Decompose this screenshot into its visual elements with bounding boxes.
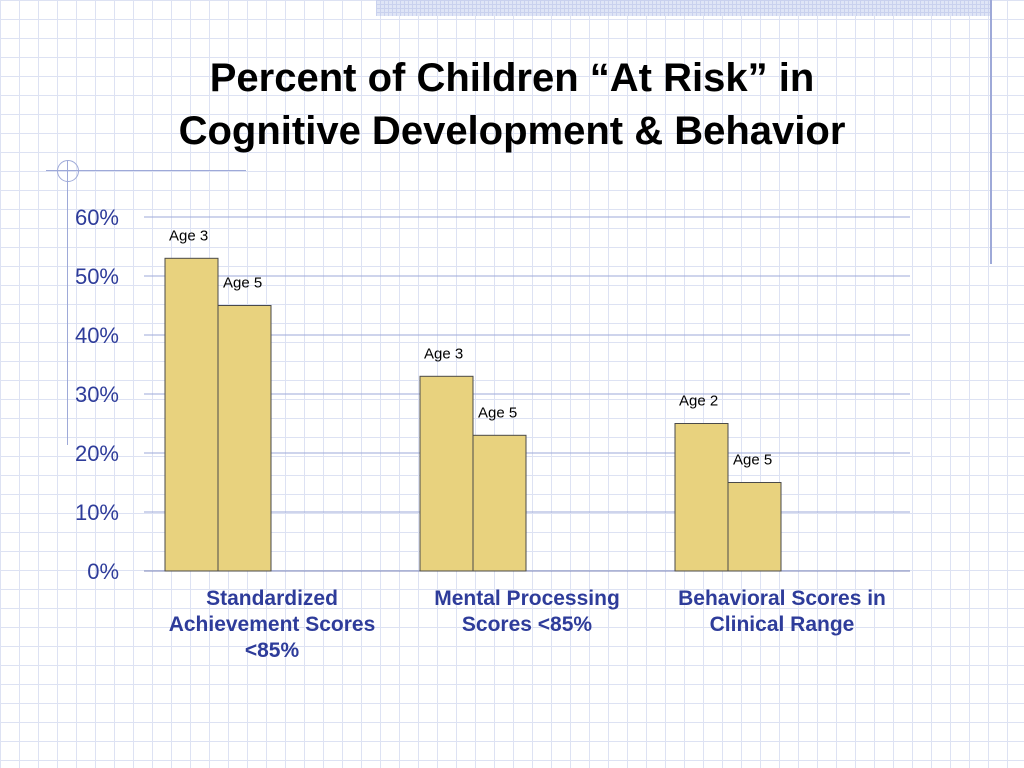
decorative-circle bbox=[57, 160, 79, 182]
y-tick-label: 30% bbox=[75, 382, 119, 407]
y-tick-label: 10% bbox=[75, 500, 119, 525]
bar-data-label: Age 5 bbox=[478, 404, 517, 421]
bar bbox=[674, 423, 729, 572]
y-tick-label: 20% bbox=[75, 441, 119, 466]
decorative-horizontal-line bbox=[46, 170, 246, 171]
title-line-2: Cognitive Development & Behavior bbox=[178, 109, 846, 153]
bar bbox=[472, 434, 527, 572]
decorative-vertical-line bbox=[990, 0, 992, 264]
bar-data-label: Age 5 bbox=[223, 275, 262, 292]
bar-data-label: Age 3 bbox=[169, 227, 208, 244]
bar bbox=[164, 257, 219, 572]
category-label-2: Mental Processing Scores <85% bbox=[434, 587, 620, 636]
y-tick-label: 60% bbox=[75, 205, 119, 230]
bar-data-label: Age 3 bbox=[424, 345, 463, 362]
bar bbox=[217, 305, 272, 572]
decorative-top-band bbox=[376, 0, 990, 16]
slide-title: Percent of Children “At Risk” in Cogniti… bbox=[80, 52, 944, 158]
decorative-left-line bbox=[67, 160, 68, 445]
category-label-1: Standardized Achievement Scores <85% bbox=[168, 587, 376, 662]
bar-data-label: Age 2 bbox=[679, 393, 718, 410]
y-tick-label: 0% bbox=[87, 559, 119, 584]
y-tick-label: 40% bbox=[75, 323, 119, 348]
title-line-1: Percent of Children “At Risk” in bbox=[209, 56, 815, 100]
category-label-3: Behavioral Scores in Clinical Range bbox=[678, 587, 886, 636]
bar bbox=[419, 375, 474, 572]
y-tick-label: 50% bbox=[75, 264, 119, 289]
bar-data-label: Age 5 bbox=[733, 452, 772, 469]
bar bbox=[727, 482, 782, 572]
